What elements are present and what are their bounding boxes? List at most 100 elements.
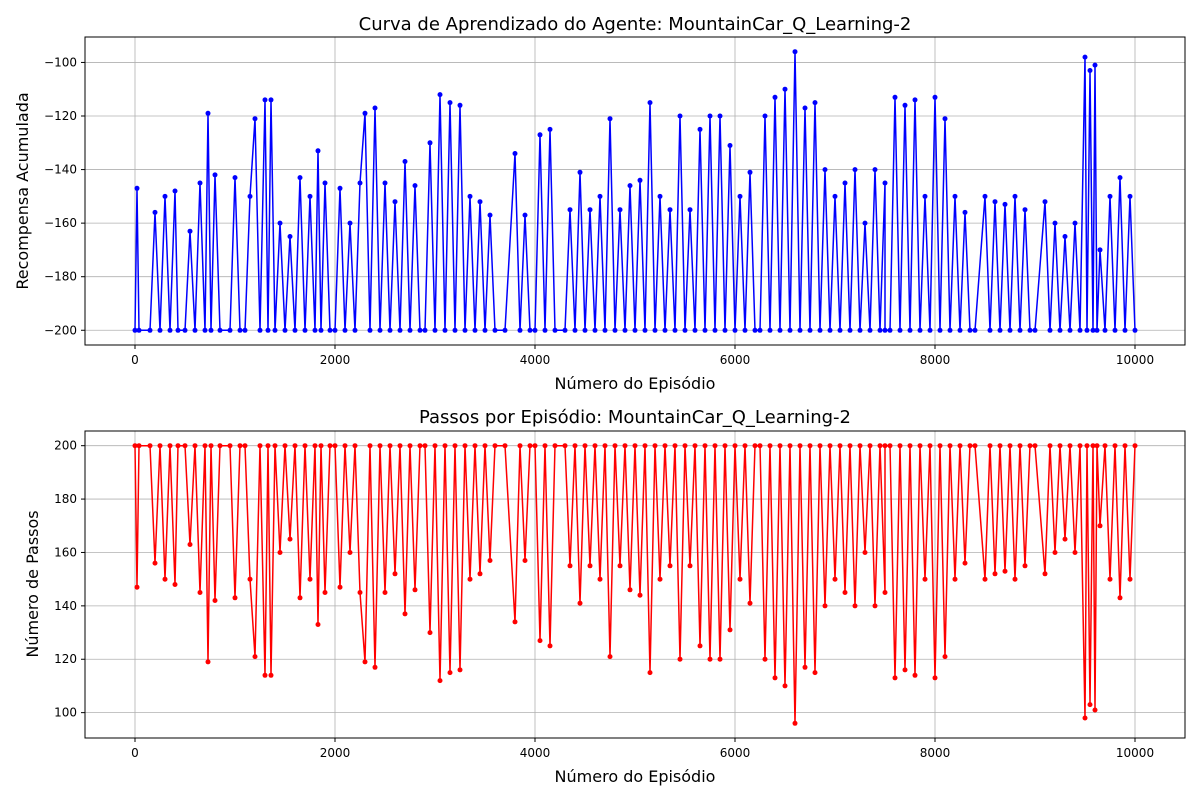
reward-chart-data-point: [987, 327, 993, 333]
steps-chart-data-point: [942, 654, 948, 660]
steps-chart-data-point: [392, 571, 398, 577]
steps-chart-data-point: [402, 611, 408, 617]
steps-chart-data-point: [318, 443, 324, 449]
reward-chart-data-point: [567, 207, 573, 213]
reward-chart-data-point: [182, 327, 188, 333]
reward-chart-data-point: [477, 199, 483, 205]
steps-chart-data-point: [1072, 550, 1078, 555]
reward-chart-data-point: [742, 327, 748, 333]
reward-chart-data-point: [677, 113, 683, 119]
steps-chart-data-point: [452, 443, 458, 449]
steps-chart-data-point: [647, 670, 653, 676]
steps-chart-data-point: [252, 654, 258, 660]
reward-chart-xtick-label: 8000: [920, 353, 951, 367]
steps-chart-data-point: [182, 443, 188, 449]
reward-chart-data-point: [607, 116, 613, 122]
reward-chart-data-point: [817, 327, 823, 333]
steps-chart-data-point: [952, 576, 958, 582]
steps-chart-data-point: [462, 443, 468, 449]
steps-chart-data-point: [487, 558, 493, 563]
steps-chart-data-point: [602, 443, 608, 449]
reward-chart-data-point: [417, 327, 423, 333]
steps-chart-data-point: [265, 443, 271, 449]
steps-chart-data-point: [437, 678, 443, 684]
reward-chart-data-point: [212, 172, 218, 178]
reward-chart-ytick-label: −180: [44, 270, 77, 284]
steps-chart-data-point: [1082, 715, 1088, 721]
reward-chart-data-point: [627, 183, 633, 189]
steps-chart-data-point: [287, 536, 293, 542]
reward-chart-data-point: [136, 327, 142, 333]
reward-chart-data-point: [412, 183, 418, 189]
reward-chart-data-point: [242, 327, 248, 333]
steps-chart-data-point: [547, 643, 553, 649]
steps-chart-data-point: [967, 443, 973, 449]
reward-chart-data-point: [437, 92, 443, 98]
reward-chart-data-point: [512, 151, 518, 156]
reward-chart-data-point: [205, 110, 211, 116]
reward-chart-data-point: [917, 327, 923, 333]
reward-chart-xtick-label: 2000: [320, 353, 351, 367]
reward-chart-xtick-label: 0: [131, 353, 139, 367]
steps-chart-data-point: [247, 576, 253, 582]
reward-chart-data-point: [887, 327, 893, 333]
steps-chart-data-point: [587, 563, 593, 569]
reward-chart-data-point: [897, 327, 903, 333]
steps-chart-data-point: [332, 443, 338, 449]
steps-chart-data-point: [687, 563, 693, 569]
steps-chart-data-point: [517, 443, 523, 449]
steps-chart-data-point: [307, 576, 313, 582]
steps-chart-data-point: [477, 571, 483, 577]
reward-chart-data-point: [357, 180, 363, 186]
steps-chart-data-point: [175, 443, 181, 449]
steps-chart-data-point: [972, 443, 978, 449]
reward-chart-data-point: [1052, 220, 1058, 226]
reward-chart-data-point: [1062, 234, 1068, 239]
reward-chart-data-point: [952, 193, 958, 199]
steps-chart-data-point: [642, 443, 648, 449]
steps-chart-data-point: [522, 558, 528, 563]
steps-chart-data-point: [136, 443, 142, 449]
reward-chart-xtick-label: 10000: [1116, 353, 1154, 367]
steps-chart-data-point: [302, 443, 308, 449]
reward-chart-data-point: [527, 327, 533, 333]
steps-chart-data-point: [927, 443, 933, 449]
steps-chart-data-point: [322, 590, 328, 595]
reward-chart-data-point: [517, 327, 523, 333]
reward-chart-data-point: [767, 327, 773, 333]
steps-chart-xtick-label: 0: [131, 746, 139, 760]
reward-chart-data-point: [777, 327, 783, 333]
reward-chart-data-point: [277, 220, 283, 226]
reward-chart-data-point: [1072, 220, 1078, 226]
reward-chart-data-point: [467, 193, 473, 199]
reward-chart-data-point: [175, 327, 181, 333]
reward-chart-data-point: [957, 327, 963, 333]
reward-chart-data-point: [702, 327, 708, 333]
reward-chart-data-point: [134, 185, 140, 191]
steps-chart-data-point: [1117, 595, 1123, 601]
reward-chart-data-point: [877, 327, 883, 333]
steps-chart-data-point: [347, 550, 353, 555]
steps-chart-data-point: [1127, 576, 1133, 582]
reward-chart-data-point: [907, 327, 913, 333]
reward-chart-data-point: [692, 327, 698, 333]
reward-chart-data-point: [372, 105, 378, 111]
steps-chart-data-point: [205, 659, 211, 665]
steps-chart-data-point: [1094, 443, 1100, 449]
steps-chart-data-point: [1087, 702, 1093, 708]
steps-chart-data-point: [667, 563, 673, 569]
reward-chart-data-point: [672, 327, 678, 333]
steps-chart-data-point: [672, 443, 678, 449]
steps-chart-data-point: [562, 443, 568, 449]
reward-chart-data-point: [632, 327, 638, 333]
steps-chart-data-point: [827, 443, 833, 449]
reward-chart-data-point: [772, 94, 778, 100]
reward-chart-data-point: [997, 327, 1003, 333]
reward-chart-data-point: [662, 327, 668, 333]
steps-chart-data-point: [627, 587, 633, 593]
steps-chart-data-point: [937, 443, 943, 449]
steps-chart-data-point: [297, 595, 303, 601]
steps-chart-data-point: [1084, 443, 1090, 449]
reward-chart-data-point: [717, 113, 723, 119]
steps-chart-data-point: [427, 630, 433, 636]
